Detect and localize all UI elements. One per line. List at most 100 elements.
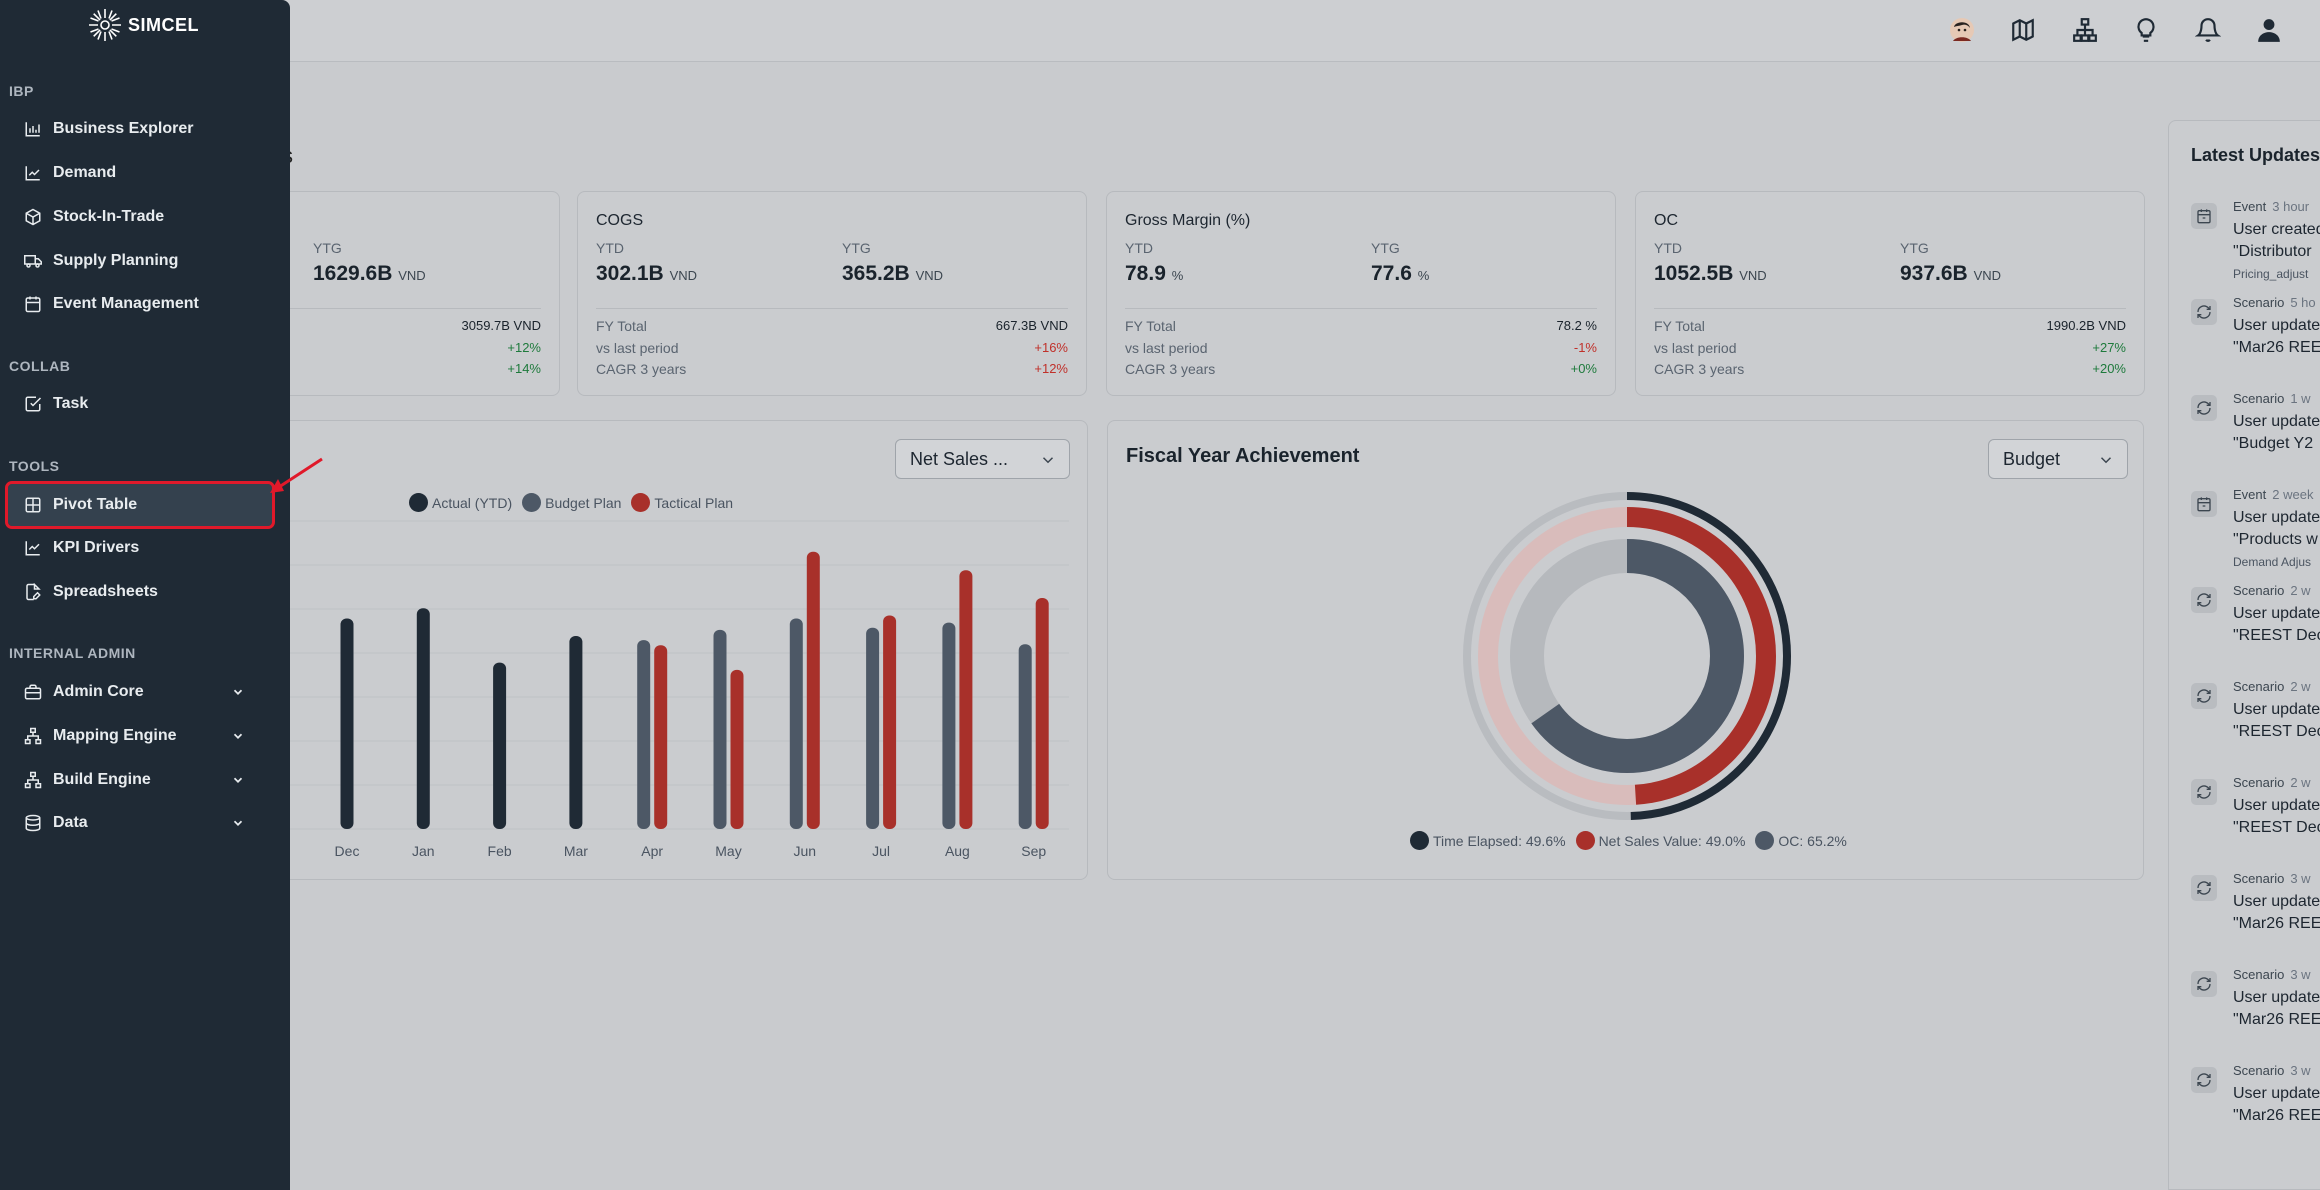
kpi-card-oc: OC YTD 1052.5B VND YTG 937.6B VND FY Tot… [1635,191,2145,396]
fy-chart-title: Fiscal Year Achievement [1126,445,1360,467]
update-subject: "Products w [2233,531,2318,548]
sidebar-item-stock-in-trade[interactable]: Stock-In-Trade [24,200,264,234]
ring-oc[interactable] [1510,539,1744,773]
legend-time-elapsed[interactable]: Time Elapsed: 49.6% [1410,831,1566,850]
legend-actual[interactable]: Actual (YTD) [409,493,512,512]
bar-tactical-plan-aug[interactable] [959,570,973,829]
kpi-rows: 3059.7B VND +12% +14% [259,318,542,383]
sidebar-item-kpi-drivers[interactable]: KPI Drivers [24,531,264,565]
map-icon[interactable] [1993,8,2055,52]
update-subject: "Distributor [2233,243,2312,260]
sidebar-item-data[interactable]: Data [24,806,264,840]
bar-actual-ytd--dec[interactable] [340,618,354,829]
bar-budget-plan-jul[interactable] [866,627,880,829]
ring-net-sales-value[interactable] [1478,507,1776,805]
fiscal-year-achievement-card: Fiscal Year Achievement Budget Time Elap… [1107,420,2144,880]
sidebar-item-label: Spreadsheets [53,583,158,600]
bar-budget-plan-aug[interactable] [942,622,956,829]
sidebar-item-event-management[interactable]: Event Management [24,287,264,321]
bar-chart-plot: Dec Jan Feb Mar Apr May Jun Jul Aug Sep [241,520,1069,859]
lightbulb-icon[interactable] [2116,8,2178,52]
sidebar-item-build-engine[interactable]: Build Engine [24,763,264,797]
annotation-arrow [270,457,323,493]
kpi-rows: FY Total 1990.2B VND vs last period +27% C… [1654,318,2126,377]
sidebar-item-label: Mapping Engine [53,727,177,744]
bar-budget-plan-jun[interactable] [789,618,803,829]
update-text: User update [2233,317,2320,334]
bar-tactical-plan-may[interactable] [730,669,744,829]
kpi-ytd: YTD 78.9 % [1125,240,1184,285]
ring-time-elapsed[interactable] [1463,492,1791,820]
x-tick-label: Jul [872,843,890,859]
chevron-down-icon [233,820,243,826]
update-subject: "Mar26 REE [2233,1011,2320,1028]
org-chart-icon[interactable] [2054,8,2116,52]
sidebar-item-label: Admin Core [53,683,144,700]
kpi-cagr-value: +14% [507,361,541,376]
bar-tactical-plan-sep[interactable] [1035,598,1049,829]
calendar-icon [25,296,41,313]
sidebar-item-pivot-table[interactable]: Pivot Table [5,481,275,529]
kpi-vs-value: +12% [507,339,541,355]
legend-oc[interactable]: OC: 65.2% [1755,831,1847,850]
kpi-ytg: YTG 77.6 % [1371,240,1430,285]
bell-icon[interactable] [2177,8,2239,52]
kpi-title: Gross Margin (%) [1125,212,1251,229]
metric-dropdown-value: Net Sales ... [910,448,1009,469]
sidebar-item-demand[interactable]: Demand [24,156,264,190]
update-subject: "REEST Dec [2233,723,2320,740]
sun-burst-logo-icon [89,9,121,41]
metric-dropdown[interactable]: Net Sales ... [895,439,1070,479]
file-edit-icon [26,583,41,601]
plan-dropdown[interactable]: Budget [1988,439,2128,479]
refresh-icon [2191,1067,2217,1093]
update-type: Event 2 week [2233,487,2314,502]
legend-budget[interactable]: Budget Plan [522,493,621,512]
divider [1654,308,2126,309]
update-type: Scenario 5 ho [2233,295,2316,310]
sidebar-item-mapping-engine[interactable]: Mapping Engine [24,719,264,753]
bar-tactical-plan-apr[interactable] [654,645,668,829]
briefcase-icon [24,684,42,700]
bar-tactical-plan-jun[interactable] [806,551,820,829]
update-type: Event 3 hour [2233,199,2310,214]
update-type: Scenario 2 w [2233,775,2311,790]
refresh-icon [2191,779,2217,805]
plan-dropdown-value: Budget [2003,448,2061,469]
hierarchy-icon [24,771,42,789]
bar-actual-ytd--jan[interactable] [416,608,430,829]
legend-tactical[interactable]: Tactical Plan [631,493,733,512]
bar-tactical-plan-jul[interactable] [883,615,897,829]
sidebar-item-admin-core[interactable]: Admin Core [24,675,264,709]
bar-actual-ytd--feb[interactable] [493,662,507,829]
update-subject: "Mar26 REE [2233,915,2320,932]
update-subject: "Mar26 REE [2233,339,2320,356]
bar-actual-ytd--mar[interactable] [569,635,583,829]
monthly-bar-chart-card: Net Sales ... Actual (YTD) Budget Plan T… [240,420,1088,880]
chevron-down-icon [233,689,243,695]
sidebar-item-label: Pivot Table [53,496,138,513]
brand-logo[interactable]: SIMCEL [88,8,199,42]
sidebar-item-task[interactable]: Task [24,387,264,421]
calendar-icon [2191,491,2217,517]
x-tick-label: Dec [335,843,360,859]
user-icon[interactable] [2239,8,2301,52]
bar-budget-plan-sep[interactable] [1018,644,1032,829]
kpi-ytg: YTG 365.2B VND [842,240,944,285]
chevron-down-icon [233,777,243,783]
sidebar: SIMCEL IBP Business Explorer Demand Stoc… [0,0,290,1190]
kpi-ytg: YTG 1629.6B VND [313,240,426,286]
bar-chart-icon [25,122,40,137]
sidebar-item-supply-planning[interactable]: Supply Planning [24,244,264,278]
x-tick-label: Aug [945,843,970,859]
section-internal-admin: INTERNAL ADMIN [9,645,136,661]
legend-net-sales-value[interactable]: Net Sales Value: 49.0% [1575,831,1745,850]
latest-updates-panel: Latest Updates Event 3 hour User created "D… [2168,120,2320,1190]
avatar-photo-icon[interactable] [1931,8,1993,52]
sidebar-item-business-explorer[interactable]: Business Explorer [24,112,264,146]
bar-budget-plan-may[interactable] [713,629,727,829]
sidebar-item-label: Stock-In-Trade [53,208,165,225]
bar-budget-plan-apr[interactable] [637,640,651,829]
sidebar-item-spreadsheets[interactable]: Spreadsheets [24,575,264,609]
section-tools: TOOLS [9,458,60,474]
